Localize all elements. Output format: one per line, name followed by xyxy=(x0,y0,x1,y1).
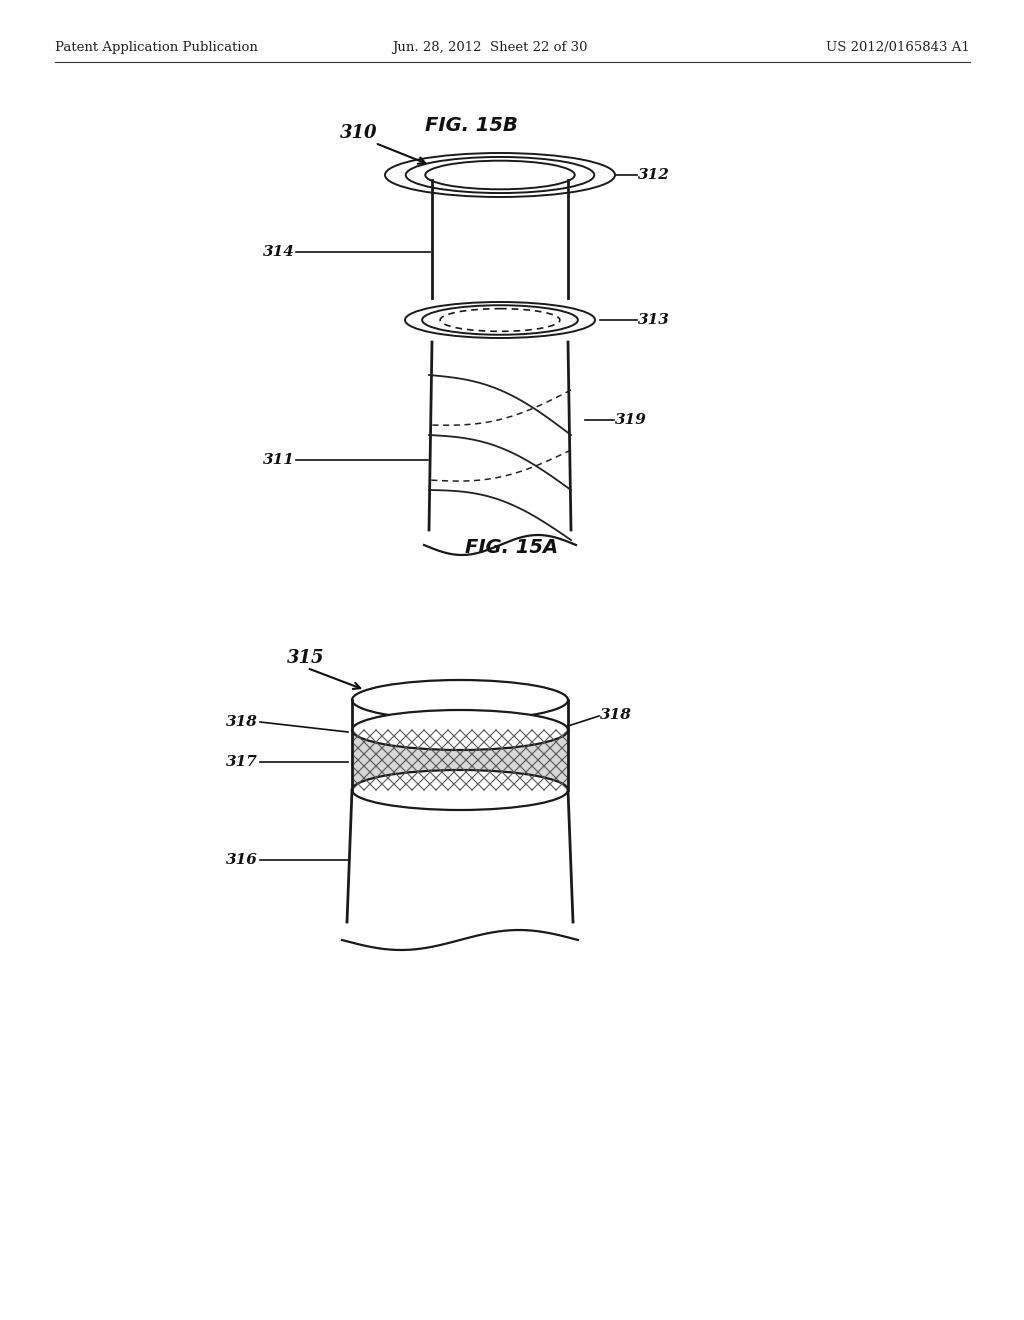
Text: 311: 311 xyxy=(263,453,295,467)
Bar xyxy=(352,730,568,789)
Text: 318: 318 xyxy=(600,708,632,722)
Text: 315: 315 xyxy=(287,649,325,667)
Text: 312: 312 xyxy=(638,168,670,182)
Text: 314: 314 xyxy=(263,246,295,259)
Ellipse shape xyxy=(422,305,578,335)
Text: 319: 319 xyxy=(615,413,647,426)
Text: 313: 313 xyxy=(638,313,670,327)
Text: Patent Application Publication: Patent Application Publication xyxy=(55,41,258,54)
Ellipse shape xyxy=(352,710,568,750)
Text: 310: 310 xyxy=(340,124,378,143)
Text: FIG. 15B: FIG. 15B xyxy=(425,116,517,135)
Ellipse shape xyxy=(428,162,572,189)
Text: 317: 317 xyxy=(226,755,258,770)
Text: FIG. 15A: FIG. 15A xyxy=(466,539,558,557)
Ellipse shape xyxy=(406,302,595,338)
Text: 318: 318 xyxy=(226,715,258,729)
Ellipse shape xyxy=(352,770,568,810)
Ellipse shape xyxy=(425,161,574,189)
Ellipse shape xyxy=(352,680,568,719)
Text: Jun. 28, 2012  Sheet 22 of 30: Jun. 28, 2012 Sheet 22 of 30 xyxy=(392,41,588,54)
Text: US 2012/0165843 A1: US 2012/0165843 A1 xyxy=(826,41,970,54)
Ellipse shape xyxy=(440,309,560,331)
Text: 316: 316 xyxy=(226,853,258,867)
